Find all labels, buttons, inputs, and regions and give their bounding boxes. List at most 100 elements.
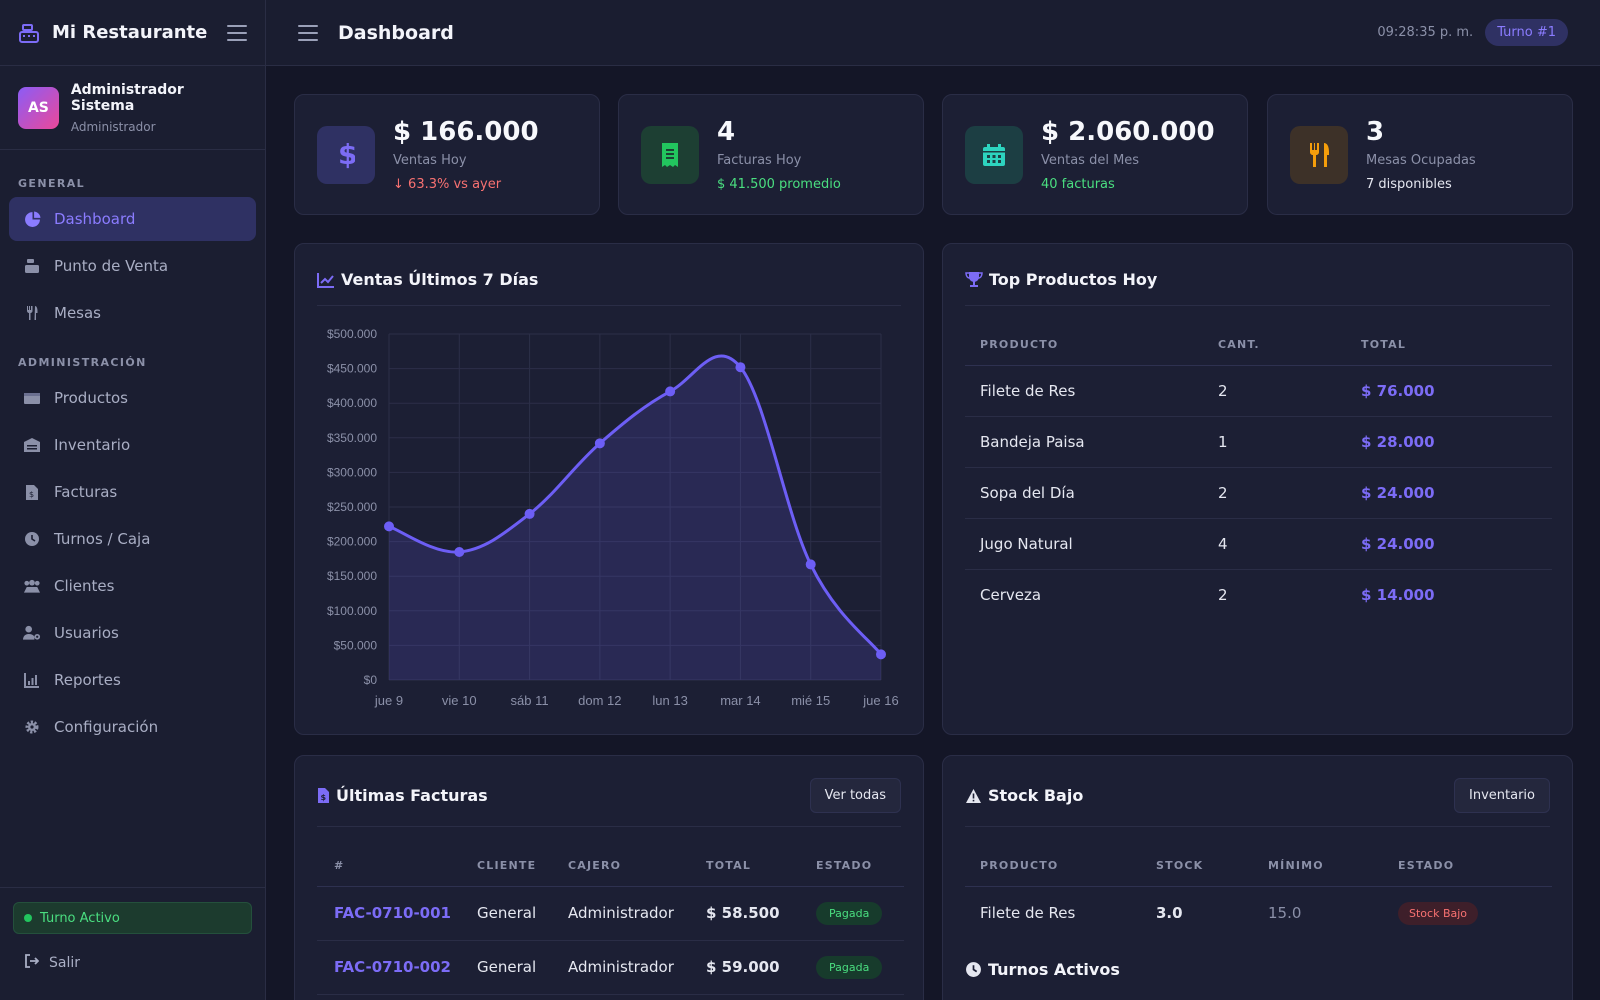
y-tick-label: $350.000 bbox=[327, 431, 377, 445]
sidebar-item-punto-de-venta[interactable]: Punto de Venta bbox=[9, 244, 256, 288]
sidebar-item-dashboard[interactable]: Dashboard bbox=[9, 197, 256, 241]
logout-icon bbox=[24, 954, 40, 972]
product-total: $ 24.000 bbox=[1361, 534, 1435, 553]
table-header-row: PRODUCTO STOCK MÍNIMO ESTADO bbox=[965, 846, 1552, 886]
sidebar-item-label: Usuarios bbox=[54, 624, 119, 642]
data-point bbox=[454, 546, 465, 557]
svg-text:$: $ bbox=[29, 490, 34, 499]
y-tick-label: $0 bbox=[364, 673, 378, 687]
turno-activo-badge: Turno Activo bbox=[13, 902, 252, 934]
user-name: Administrador Sistema bbox=[70, 81, 184, 114]
stat-sub: 40 facturas bbox=[1041, 177, 1115, 192]
sidebar-item-mesas[interactable]: Mesas bbox=[9, 291, 256, 335]
stat-value: $ 2.060.000 bbox=[1041, 117, 1215, 147]
table-row[interactable]: Jugo Natural 4 $ 24.000 bbox=[965, 518, 1552, 569]
column-header: PRODUCTO bbox=[980, 859, 1059, 873]
card-title: Stock Bajo bbox=[965, 786, 1083, 805]
logout-button[interactable]: Salir bbox=[24, 954, 80, 972]
table-row[interactable]: Filete de Res 3.0 15.0 Stock Bajo bbox=[965, 886, 1552, 940]
stat-sub: 7 disponibles bbox=[1366, 177, 1452, 192]
product-qty: 2 bbox=[1218, 381, 1228, 400]
stock-title: Stock Bajo bbox=[988, 786, 1084, 805]
product-total: $ 14.000 bbox=[1361, 585, 1435, 604]
svg-text:$: $ bbox=[338, 140, 355, 170]
table-row[interactable]: Cerveza 2 $ 14.000 bbox=[965, 569, 1552, 620]
user-cog-icon bbox=[23, 624, 41, 642]
column-header: TOTAL bbox=[1361, 337, 1407, 351]
sidebar-item-usuarios[interactable]: Usuarios bbox=[9, 611, 256, 655]
invoice-status-cell: Pagada bbox=[816, 940, 904, 994]
user-panel: AS Administrador Sistema Administrador bbox=[0, 66, 265, 150]
stat-card-facturas-hoy: 4 Facturas Hoy $ 41.500 promedio bbox=[618, 94, 924, 215]
sidebar-toggle-icon[interactable] bbox=[227, 24, 247, 41]
y-tick-label: $250.000 bbox=[327, 500, 377, 514]
table-row[interactable]: Bandeja Paisa 1 $ 28.000 bbox=[965, 416, 1552, 467]
chart-bar-icon bbox=[23, 671, 41, 689]
product-name: Cerveza bbox=[980, 585, 1042, 604]
gear-icon bbox=[23, 718, 41, 736]
invoice-id-link[interactable]: FAC-0710-001 bbox=[334, 904, 451, 922]
card-title: Top Productos Hoy bbox=[965, 270, 1157, 289]
column-header: MÍNIMO bbox=[1268, 859, 1324, 873]
sales-chart-card: Ventas Últimos 7 Días $500.000 $450.000 $4… bbox=[294, 243, 924, 735]
invoice-icon: $ bbox=[23, 483, 41, 501]
x-tick-label: vie 10 bbox=[442, 693, 477, 708]
stat-label: Ventas Hoy bbox=[393, 153, 467, 168]
stat-sub: ↓ 63.3% vs ayer bbox=[393, 177, 501, 192]
status-dot-icon bbox=[24, 914, 32, 922]
stock-product: Filete de Res bbox=[980, 904, 1076, 923]
data-point bbox=[665, 386, 676, 397]
data-point bbox=[594, 438, 605, 449]
cash-register-icon bbox=[23, 257, 41, 275]
sidebar-item-configuracion[interactable]: Configuración bbox=[9, 705, 256, 749]
topbar: Dashboard 09:28:35 p. m. Turno #1 bbox=[266, 0, 1600, 66]
section-admin: ADMINISTRACIÓN bbox=[18, 356, 147, 369]
divider bbox=[317, 305, 901, 306]
ver-todas-button[interactable]: Ver todas bbox=[809, 778, 901, 813]
stock-min: 15.0 bbox=[1268, 904, 1302, 923]
y-tick-label: $500.000 bbox=[327, 327, 377, 341]
series-line bbox=[388, 354, 883, 656]
warning-icon bbox=[965, 788, 982, 804]
status-badge: Pagada bbox=[816, 901, 883, 925]
product-total: $ 76.000 bbox=[1361, 381, 1435, 400]
table-row[interactable]: Sopa del Día 2 $ 24.000 bbox=[965, 467, 1552, 518]
sidebar-item-facturas[interactable]: $ Facturas bbox=[9, 470, 256, 514]
data-point bbox=[524, 508, 535, 519]
column-header: TOTAL bbox=[706, 859, 752, 873]
sidebar-item-productos[interactable]: Productos bbox=[9, 376, 256, 420]
divider bbox=[965, 305, 1550, 306]
product-name: Filete de Res bbox=[980, 381, 1076, 400]
y-tick-label: $100.000 bbox=[327, 604, 377, 618]
table-row[interactable]: Filete de Res 2 $ 76.000 bbox=[965, 365, 1552, 416]
card-title: Ventas Últimos 7 Días bbox=[317, 270, 538, 289]
sidebar-item-turnos-caja[interactable]: Turnos / Caja bbox=[9, 517, 256, 561]
menu-toggle-icon[interactable] bbox=[298, 24, 318, 41]
stat-value: 4 bbox=[717, 117, 736, 147]
column-header: ESTADO bbox=[1398, 859, 1455, 873]
sidebar-item-label: Mesas bbox=[54, 304, 101, 322]
clock: 09:28:35 p. m. bbox=[1377, 25, 1474, 40]
sidebar-item-clientes[interactable]: Clientes bbox=[9, 564, 256, 608]
x-tick-label: sáb 11 bbox=[511, 693, 549, 708]
sidebar-item-reportes[interactable]: Reportes bbox=[9, 658, 256, 702]
invoices-table: # CLIENTE CAJERO TOTAL ESTADO FAC-0710-0… bbox=[317, 846, 904, 995]
sidebar-item-label: Dashboard bbox=[54, 210, 136, 228]
sidebar-item-label: Facturas bbox=[54, 483, 118, 501]
stat-card-ventas-hoy: $ $ 166.000 Ventas Hoy ↓ 63.3% vs ayer bbox=[294, 94, 600, 215]
stat-value: $ 166.000 bbox=[393, 117, 539, 147]
product-name: Bandeja Paisa bbox=[980, 432, 1085, 451]
inventario-button[interactable]: Inventario bbox=[1454, 778, 1550, 813]
stock-status-cell: Stock Bajo bbox=[1398, 886, 1552, 940]
chart-title: Ventas Últimos 7 Días bbox=[341, 270, 539, 289]
product-total: $ 24.000 bbox=[1361, 483, 1435, 502]
table-row[interactable]: FAC-0710-001 General Administrador $ 58.… bbox=[317, 886, 904, 940]
invoice-id-link[interactable]: FAC-0710-002 bbox=[334, 958, 451, 976]
sidebar-item-inventario[interactable]: Inventario bbox=[9, 423, 256, 467]
invoice-icon: $ bbox=[317, 787, 330, 804]
product-qty: 2 bbox=[1218, 585, 1228, 604]
users-icon bbox=[23, 577, 41, 595]
table-row[interactable]: FAC-0710-002 General Administrador $ 59.… bbox=[317, 940, 904, 994]
invoice-client: General bbox=[477, 958, 537, 976]
data-point bbox=[384, 521, 394, 532]
